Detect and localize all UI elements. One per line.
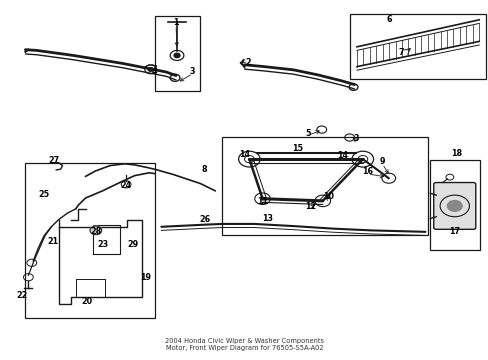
Text: 21: 21 bbox=[47, 237, 58, 246]
Text: 18: 18 bbox=[451, 149, 462, 158]
Text: 24: 24 bbox=[121, 180, 131, 189]
Text: 8: 8 bbox=[201, 165, 207, 174]
Text: 14: 14 bbox=[336, 151, 347, 160]
Bar bbox=[349, 14, 485, 79]
Text: 6: 6 bbox=[386, 15, 392, 24]
Text: 28: 28 bbox=[90, 227, 102, 236]
Text: 16: 16 bbox=[362, 167, 372, 176]
Text: 10: 10 bbox=[323, 192, 333, 201]
Text: 4: 4 bbox=[151, 68, 157, 77]
Text: 25: 25 bbox=[39, 190, 49, 199]
Text: 1: 1 bbox=[173, 18, 179, 27]
Text: 7: 7 bbox=[397, 49, 403, 57]
Circle shape bbox=[174, 53, 180, 58]
Text: 5: 5 bbox=[305, 129, 310, 138]
Circle shape bbox=[447, 201, 461, 211]
Text: 27: 27 bbox=[48, 156, 59, 165]
Text: 17: 17 bbox=[448, 227, 459, 236]
Text: 2004 Honda Civic Wiper & Washer Components
Motor, Front Wiper Diagram for 76505-: 2004 Honda Civic Wiper & Washer Componen… bbox=[164, 338, 324, 351]
Bar bbox=[154, 16, 199, 91]
Text: 19: 19 bbox=[140, 274, 150, 282]
Text: 3: 3 bbox=[189, 68, 195, 77]
Text: 23: 23 bbox=[97, 240, 108, 249]
Circle shape bbox=[90, 226, 102, 235]
Text: 29: 29 bbox=[127, 240, 138, 249]
Text: 15: 15 bbox=[291, 144, 302, 153]
Text: 14: 14 bbox=[239, 150, 249, 158]
Text: 26: 26 bbox=[200, 215, 210, 224]
Bar bbox=[222, 137, 427, 235]
Text: 11: 11 bbox=[257, 197, 268, 206]
Bar bbox=[25, 163, 154, 318]
Text: 13: 13 bbox=[262, 214, 272, 223]
FancyBboxPatch shape bbox=[433, 183, 475, 229]
Text: 3: 3 bbox=[352, 134, 358, 143]
Circle shape bbox=[148, 68, 153, 71]
Text: 2: 2 bbox=[245, 58, 251, 67]
Bar bbox=[429, 160, 479, 250]
Text: 22: 22 bbox=[17, 291, 28, 300]
Text: 20: 20 bbox=[81, 297, 92, 306]
Text: 9: 9 bbox=[379, 157, 385, 166]
Text: 12: 12 bbox=[305, 202, 315, 211]
